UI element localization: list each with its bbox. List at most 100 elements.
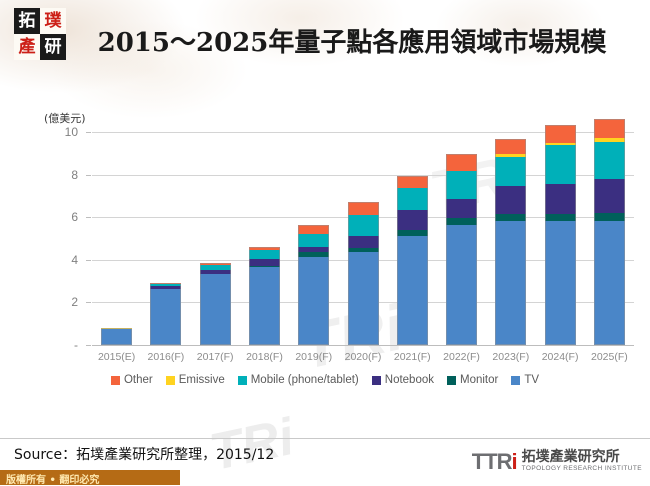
footer-divider [0, 438, 650, 439]
legend-swatch [371, 375, 381, 385]
bar-segment-monitor[interactable] [348, 248, 379, 253]
bar-segment-monitor[interactable] [249, 266, 280, 268]
tri-brand-logo: TTRi 拓墣產業研究所 TOPOLOGY RESEARCH INSTITUTE [472, 450, 642, 473]
bar-column[interactable] [397, 100, 428, 345]
bar-segment-mobile-phone-tablet[interactable] [150, 284, 181, 287]
legend-item[interactable]: Mobile (phone/tablet) [237, 374, 359, 386]
bar-segment-mobile-phone-tablet[interactable] [545, 144, 576, 185]
x-axis-label: 2022(F) [443, 351, 480, 363]
bar-segment-emissive[interactable] [495, 154, 526, 157]
x-axis-label: 2023(F) [492, 351, 530, 363]
bar-segment-notebook[interactable] [298, 247, 329, 253]
bar-segment-tv[interactable] [298, 256, 329, 345]
bar-column[interactable] [348, 100, 379, 345]
bar-segment-tv[interactable] [594, 221, 625, 345]
bar-column[interactable] [495, 100, 526, 345]
bar-segment-tv[interactable] [348, 252, 379, 345]
bar-segment-emissive[interactable] [594, 138, 625, 142]
legend-label: Emissive [178, 374, 225, 386]
bar-segment-mobile-phone-tablet[interactable] [594, 141, 625, 179]
legend-item[interactable]: TV [511, 374, 539, 386]
bar-segment-tv[interactable] [397, 236, 428, 345]
bar-segment-tv[interactable] [545, 221, 576, 345]
bar-segment-other[interactable] [545, 124, 576, 143]
bar-segment-notebook[interactable] [150, 286, 181, 289]
bar-segment-tv[interactable] [200, 273, 231, 345]
bar-segment-notebook[interactable] [545, 184, 576, 215]
bar-segment-other[interactable] [200, 263, 231, 266]
bar-segment-other[interactable] [298, 224, 329, 235]
legend-label: Mobile (phone/tablet) [250, 374, 359, 386]
bar-segment-tv[interactable] [150, 288, 181, 345]
legend-item[interactable]: Emissive [165, 374, 225, 386]
bar-segment-notebook[interactable] [200, 270, 231, 274]
source-text: Source：拓墣產業研究所整理，2015/12 [14, 447, 275, 463]
chart-legend: Other Emissive Mobile (phone/tablet) Notebo… [0, 374, 650, 386]
bar-segment-other[interactable] [594, 119, 625, 139]
bar-segment-mobile-phone-tablet[interactable] [298, 234, 329, 248]
x-axis-label: 2025(F) [590, 351, 628, 363]
bar-segment-emissive[interactable] [545, 142, 576, 145]
x-axis-line [92, 345, 634, 346]
bar-segment-notebook[interactable] [397, 209, 428, 230]
bar-segment-other[interactable] [446, 154, 477, 172]
x-axis-label: 2021(F) [393, 351, 431, 363]
bar-segment-mobile-phone-tablet[interactable] [446, 171, 477, 200]
bar-segment-mobile-phone-tablet[interactable] [348, 215, 379, 237]
x-axis-label: 2017(F) [196, 351, 234, 363]
legend-item[interactable]: Notebook [371, 374, 434, 386]
y-axis-tick-mark [86, 132, 91, 133]
y-axis-tick-label: 4 [71, 252, 78, 267]
bar-column[interactable] [446, 100, 477, 345]
bar-column[interactable] [150, 100, 181, 345]
bar-segment-tv[interactable] [495, 221, 526, 345]
y-axis-tick-mark [86, 302, 91, 304]
bar-segment-other[interactable] [397, 175, 428, 189]
tri-logo: 拓 璞 產 研 [14, 8, 66, 60]
bar-column[interactable] [200, 100, 231, 345]
bar-column[interactable] [545, 100, 576, 345]
bar-segment-notebook[interactable] [446, 199, 477, 219]
bar-column[interactable] [594, 100, 625, 345]
bar-segment-notebook[interactable] [594, 178, 625, 213]
x-axis-label: 2015(E) [97, 351, 136, 363]
bar-segment-other[interactable] [348, 202, 379, 216]
bar-segment-tv[interactable] [249, 267, 280, 345]
bar-segment-mobile-phone-tablet[interactable] [495, 156, 526, 187]
bar-segment-tv[interactable] [446, 224, 477, 345]
bar-segment-notebook[interactable] [249, 258, 280, 267]
legend-label: TV [524, 374, 540, 386]
y-axis-tick-label: 10 [64, 125, 78, 139]
bar-segment-mobile-phone-tablet[interactable] [397, 188, 428, 210]
bar-segment-notebook[interactable] [495, 186, 526, 215]
legend-item[interactable]: Other [110, 374, 153, 386]
bar-segment-monitor[interactable] [397, 230, 428, 237]
x-axis-label: 2024(F) [541, 351, 579, 363]
bar-segment-other[interactable] [249, 247, 280, 251]
bar-segment-monitor[interactable] [446, 218, 477, 225]
bar-segment-notebook[interactable] [348, 236, 379, 249]
bar-column[interactable] [298, 100, 329, 345]
tri-brand-en: TOPOLOGY RESEARCH INSTITUTE [521, 465, 642, 472]
bar-column[interactable] [101, 100, 132, 345]
y-axis-tick-mark [86, 217, 91, 219]
legend-swatch [237, 375, 247, 385]
copyright-text: 版權所有 • 翻印必究 [6, 475, 100, 486]
legend-item[interactable]: Monitor [447, 374, 498, 386]
bar-segment-other[interactable] [150, 283, 181, 285]
bar-segment-monitor[interactable] [298, 252, 329, 257]
bar-segment-mobile-phone-tablet[interactable] [249, 250, 280, 259]
legend-label: Notebook [384, 374, 434, 386]
bar-segment-monitor[interactable] [545, 214, 576, 222]
bar-segment-monitor[interactable] [594, 212, 625, 222]
bar-column[interactable] [249, 100, 280, 345]
page-title: 2015～2025年量子點各應用領域市場規模 [97, 28, 607, 58]
bar-segment-monitor[interactable] [495, 214, 526, 222]
y-axis-tick-mark [86, 345, 91, 346]
bar-segment-other[interactable] [495, 139, 526, 155]
bar-segment-emissive[interactable] [101, 327, 132, 330]
legend-swatch [165, 375, 175, 385]
bar-segment-mobile-phone-tablet[interactable] [200, 265, 231, 271]
legend-swatch [511, 375, 521, 385]
bar-segment-tv[interactable] [101, 329, 132, 345]
